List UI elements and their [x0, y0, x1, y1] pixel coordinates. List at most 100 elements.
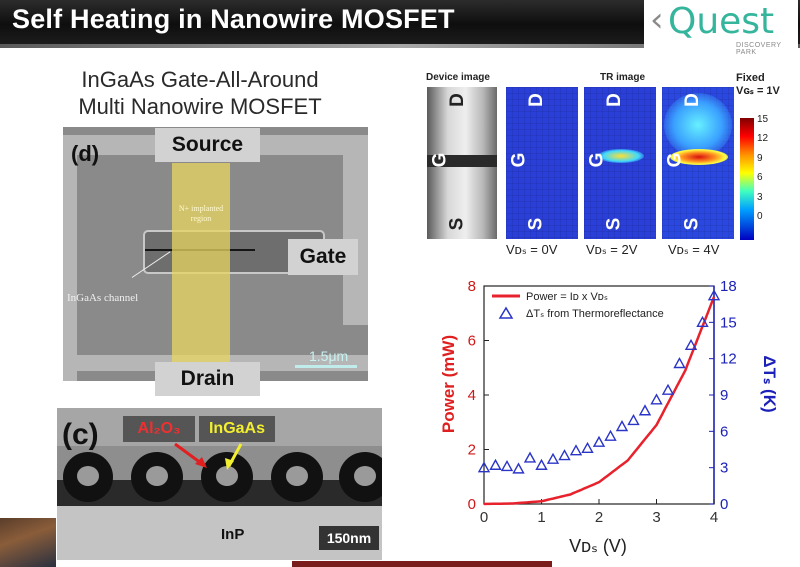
tr-image-0v: D G S: [506, 87, 578, 239]
logo-subtitle: DISCOVERY PARK: [736, 42, 782, 56]
dt-data-point: [592, 435, 606, 447]
legend-dt-swatch: [498, 306, 514, 319]
nanowire-core-1: [77, 466, 99, 486]
quest-logo: ‹ Quest DISCOVERY PARK: [644, 0, 798, 56]
dt-data-point: [707, 289, 721, 301]
dt-data-point: [615, 420, 629, 432]
vds-2v-label: Vᴅₛ = 2V: [586, 242, 638, 257]
dt-data-point: [489, 458, 502, 470]
tem-arrows: [174, 442, 243, 470]
tr-image-label: TR image: [600, 72, 646, 83]
y-left-tick-label: 6: [468, 333, 476, 350]
x-tick-label: 1: [537, 509, 545, 526]
x-tick-label: 2: [595, 509, 603, 526]
colorbar-tick: 9: [757, 152, 763, 164]
x-tick-label: 4: [710, 509, 718, 526]
x-tick-label: 3: [652, 509, 660, 526]
slide-title: Self Heating in Nanowire MOSFET: [12, 4, 455, 34]
tr0-g-label: G: [508, 152, 530, 168]
nanowire-core-5: [354, 466, 376, 486]
banner-divider: [0, 44, 800, 48]
inp-label: InP: [221, 526, 245, 543]
logo-bracket-icon: ‹: [650, 0, 664, 40]
heading-line-1: InGaAs Gate-All-Around: [81, 67, 319, 92]
y-right-tick-label: 9: [720, 387, 728, 404]
dt-data-point: [558, 449, 571, 461]
device-s-label: S: [446, 217, 468, 231]
dt-data-point: [673, 357, 686, 369]
dt-data-point: [581, 441, 594, 453]
nanowire-core-3: [216, 466, 238, 486]
tr4-warm-area: [664, 93, 732, 157]
nanowire-core-2: [146, 466, 168, 486]
colorbar-tick: 3: [757, 191, 763, 203]
dt-data-point: [684, 338, 698, 351]
dt-data-point: [512, 462, 525, 474]
tr-image-2v: D G S: [584, 87, 656, 239]
dt-data-point: [627, 413, 640, 426]
dt-data-point: [638, 404, 652, 416]
ingaas-arrow-head: [225, 458, 234, 470]
y-right-tick-label: 15: [720, 314, 737, 331]
fixed-label-line-2: Vɢₛ = 1V: [736, 85, 780, 97]
panel-label-d: (d): [71, 141, 100, 166]
implant-label: N+ implanted region: [177, 204, 225, 224]
colorbar-tick: 15: [757, 114, 769, 125]
dt-data-point: [604, 429, 617, 441]
vds-0v-label: Vᴅₛ = 0V: [506, 242, 558, 257]
device-image: D G S: [427, 87, 497, 239]
gate-label: Gate: [288, 239, 358, 275]
tr2-hotspot: [598, 149, 644, 163]
al2o3-label: Al₂O₃: [123, 416, 195, 442]
y-right-tick-label: 6: [720, 423, 728, 440]
y-right-tick-label: 3: [720, 460, 728, 477]
implant-label-line-1: N+ implanted: [178, 204, 224, 213]
tem-image: (c) Al₂O₃ InGaAs InP 150nm: [57, 408, 382, 560]
ingaas-label: InGaAs: [199, 416, 275, 442]
sem-left-metal: [63, 135, 77, 381]
device-d-label: D: [446, 93, 468, 107]
y-left-tick-label: 8: [468, 278, 476, 295]
fixed-vgs-label: Fixed Vɢₛ = 1V: [736, 72, 780, 98]
y-axis-left-label: Power (mW): [440, 335, 458, 433]
sem-image: N+ implanted region InGaAs channel (d) 1…: [63, 127, 368, 381]
y-right-tick-label: 0: [720, 496, 728, 513]
sem-channel-overlay: [172, 163, 230, 381]
dt-data-point: [500, 460, 514, 472]
tr0-s-label: S: [525, 217, 547, 231]
sem-right-metal: [343, 135, 368, 325]
legend-power-label: Power = Iᴅ x Vᴅₛ: [526, 291, 608, 303]
dt-data-point: [546, 452, 560, 464]
nanowire-core-4: [286, 466, 308, 486]
y-right-tick-label: 18: [720, 278, 737, 295]
source-label: Source: [155, 128, 260, 162]
dt-data-point: [650, 393, 663, 405]
y-right-tick-label: 12: [720, 351, 737, 368]
tr-image-4v: D G S: [662, 87, 734, 239]
tr2-g-label: G: [586, 152, 608, 168]
tr0-d-label: D: [525, 93, 547, 107]
colorbar-tick: 6: [757, 172, 763, 184]
device-heading: InGaAs Gate-All-Around Multi Nanowire MO…: [30, 66, 370, 120]
al2o3-arrow-head: [195, 457, 207, 468]
footer-accent: [292, 561, 552, 567]
tr4-g-label: G: [664, 152, 686, 168]
fixed-label-line-1: Fixed: [736, 72, 765, 84]
color-bar-ticks: 15 12 9 6 3 0: [757, 110, 768, 226]
colorbar-tick: 12: [757, 133, 769, 145]
y-left-tick-label: 4: [468, 387, 476, 404]
sem-scale-label: 1.5μm: [309, 348, 349, 364]
tr4-d-label: D: [681, 93, 703, 107]
tr4-hotspot: [670, 149, 728, 165]
panel-label-c: (c): [62, 418, 99, 451]
dt-data-point: [569, 444, 583, 456]
logo-word: Quest: [668, 1, 775, 42]
dt-data-point: [696, 315, 709, 328]
x-tick-label: 0: [480, 509, 488, 526]
device-g-label: G: [429, 152, 451, 168]
sem-scale-bar: [295, 365, 357, 368]
tr4-s-label: S: [681, 217, 703, 231]
channel-label: InGaAs channel: [67, 292, 139, 304]
drain-label: Drain: [155, 362, 260, 396]
